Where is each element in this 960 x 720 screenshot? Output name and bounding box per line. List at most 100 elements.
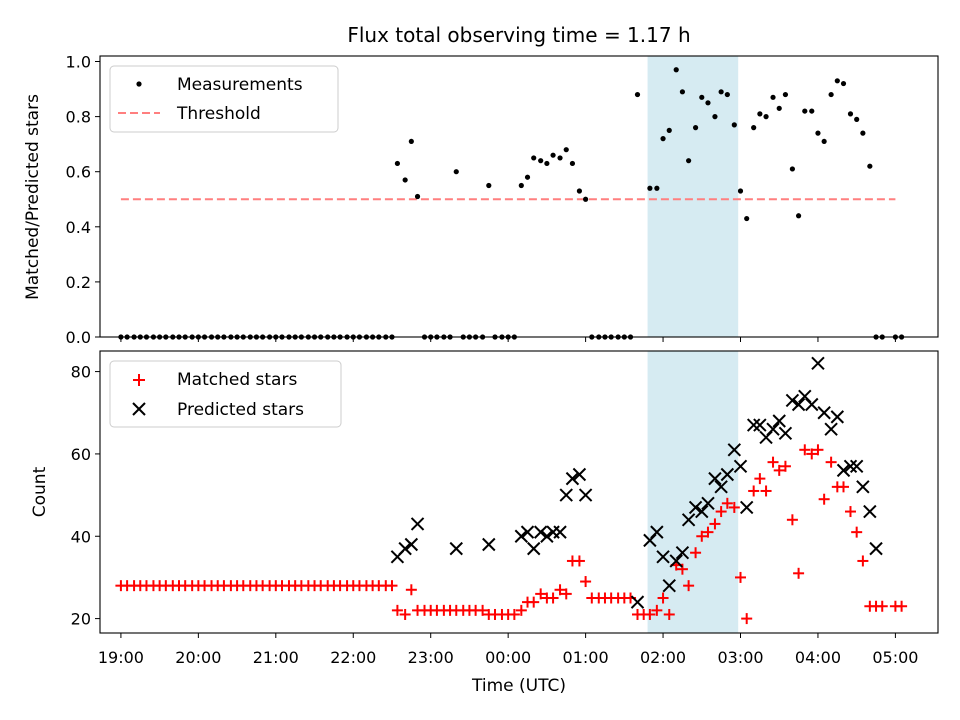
measurement-point: [394, 160, 401, 167]
predicted-star-point: [553, 525, 567, 539]
matched-star-point: [477, 604, 489, 616]
predicted-stars-points: [390, 356, 883, 609]
legend-predicted-marker: [132, 402, 146, 416]
measurement-point: [453, 169, 459, 175]
matched-star-point: [508, 608, 520, 620]
predicted-star-point: [836, 463, 851, 478]
predicted-star-point: [410, 517, 425, 531]
x-tick-label: 20:00: [175, 648, 221, 667]
x-tick-label: 00:00: [485, 648, 531, 667]
matched-star-point: [560, 588, 572, 600]
bottom-legend-box: [109, 360, 342, 428]
predicted-star-point: [805, 397, 819, 412]
matched-star-point: [760, 485, 772, 497]
bottom-highlight-span: [647, 351, 739, 633]
matched-star-point: [896, 600, 908, 612]
measurement-point: [802, 108, 808, 114]
measurement-point: [751, 125, 757, 131]
predicted-star-point: [817, 406, 831, 420]
matched-star-point: [651, 604, 663, 616]
measurement-point: [647, 185, 653, 191]
predicted-star-point: [527, 541, 541, 556]
y-tick-label: 0.0: [66, 328, 91, 347]
matched-star-point: [573, 555, 585, 567]
matched-star-point: [844, 506, 856, 518]
x-tick-label: 19:00: [98, 648, 144, 667]
legend-threshold-label: Threshold: [176, 104, 261, 124]
measurement-point: [576, 188, 583, 194]
measurement-point: [634, 91, 641, 98]
measurement-point: [860, 130, 866, 136]
measurement-point: [544, 160, 550, 167]
bottom-legend: Matched stars Predicted stars: [109, 360, 342, 428]
predicted-star-point: [863, 504, 877, 519]
measurement-point: [686, 158, 692, 164]
predicted-star-point: [791, 397, 806, 412]
measurement-point: [731, 122, 737, 128]
matched-star-point: [728, 501, 740, 513]
bottom-y-axis-label: Count: [30, 466, 50, 517]
matched-star-point: [644, 608, 656, 620]
matched-star-point: [715, 506, 727, 518]
matched-star-point: [696, 530, 708, 542]
measurement-point: [834, 78, 840, 84]
matched-star-point: [657, 592, 669, 604]
matched-star-point: [773, 464, 785, 476]
measurement-point: [795, 213, 802, 219]
legend-matched-marker: [133, 374, 145, 386]
matched-star-point: [690, 547, 702, 559]
matched-star-point: [767, 456, 779, 468]
legend-measurements-marker: [136, 81, 142, 87]
x-tick-label: 02:00: [640, 648, 686, 667]
matched-star-point: [806, 448, 818, 460]
measurement-point: [867, 163, 873, 169]
measurement-point: [583, 196, 589, 202]
legend-measurements-label: Measurements: [177, 75, 303, 95]
predicted-star-point: [572, 467, 587, 482]
predicted-star-point: [830, 410, 845, 424]
measurement-point: [408, 138, 414, 145]
matched-star-point: [399, 608, 411, 620]
measurement-point: [821, 138, 827, 145]
x-tick-label: 05:00: [872, 648, 918, 667]
measurement-point: [744, 215, 750, 222]
matched-star-point: [391, 604, 403, 616]
matched-star-point: [580, 576, 592, 588]
matched-star-point: [793, 567, 805, 579]
measurement-point: [737, 188, 744, 194]
measurement-point: [809, 108, 815, 114]
bottom-panel: 20 40 60 80 19:00 20:00 21:00 22:00 23:00 00:00 0…: [30, 350, 939, 696]
y-tick-label: 40: [71, 527, 91, 546]
predicted-star-point: [733, 459, 748, 473]
measurement-point: [531, 155, 537, 161]
y-tick-label: 20: [71, 610, 91, 629]
predicted-star-point: [856, 480, 870, 494]
top-x-ticks: [120, 337, 896, 342]
predicted-star-point: [869, 541, 883, 556]
matched-star-point: [876, 600, 888, 612]
measurement-point: [518, 182, 524, 189]
matched-star-point: [528, 596, 540, 608]
predicted-star-point: [449, 541, 463, 556]
matched-star-point: [857, 555, 869, 567]
predicted-star-point: [656, 550, 670, 564]
matched-star-point: [779, 460, 791, 472]
matched-stars-points: [115, 444, 908, 625]
top-legend: Measurements Threshold: [109, 65, 339, 133]
measurement-point: [660, 136, 666, 142]
matched-star-point: [812, 444, 824, 456]
measurement-point: [789, 166, 795, 172]
x-tick-label: 23:00: [408, 648, 454, 667]
x-tick-label: 21:00: [253, 648, 299, 667]
measurement-point: [692, 125, 699, 131]
matched-star-point: [709, 518, 721, 530]
bottom-x-ticks: 19:00 20:00 21:00 22:00 23:00 00:00 01:00 02:00…: [98, 633, 918, 667]
measurement-point: [847, 111, 854, 117]
measurement-point: [666, 127, 672, 133]
predicted-star-point: [811, 356, 825, 371]
y-tick-label: 0.8: [66, 108, 91, 127]
predicted-star-point: [520, 525, 535, 539]
predicted-star-point: [843, 459, 858, 473]
top-panel: 0.0 0.2 0.4 0.6 0.8 1.0 Matched/Predicted sta…: [23, 53, 939, 347]
